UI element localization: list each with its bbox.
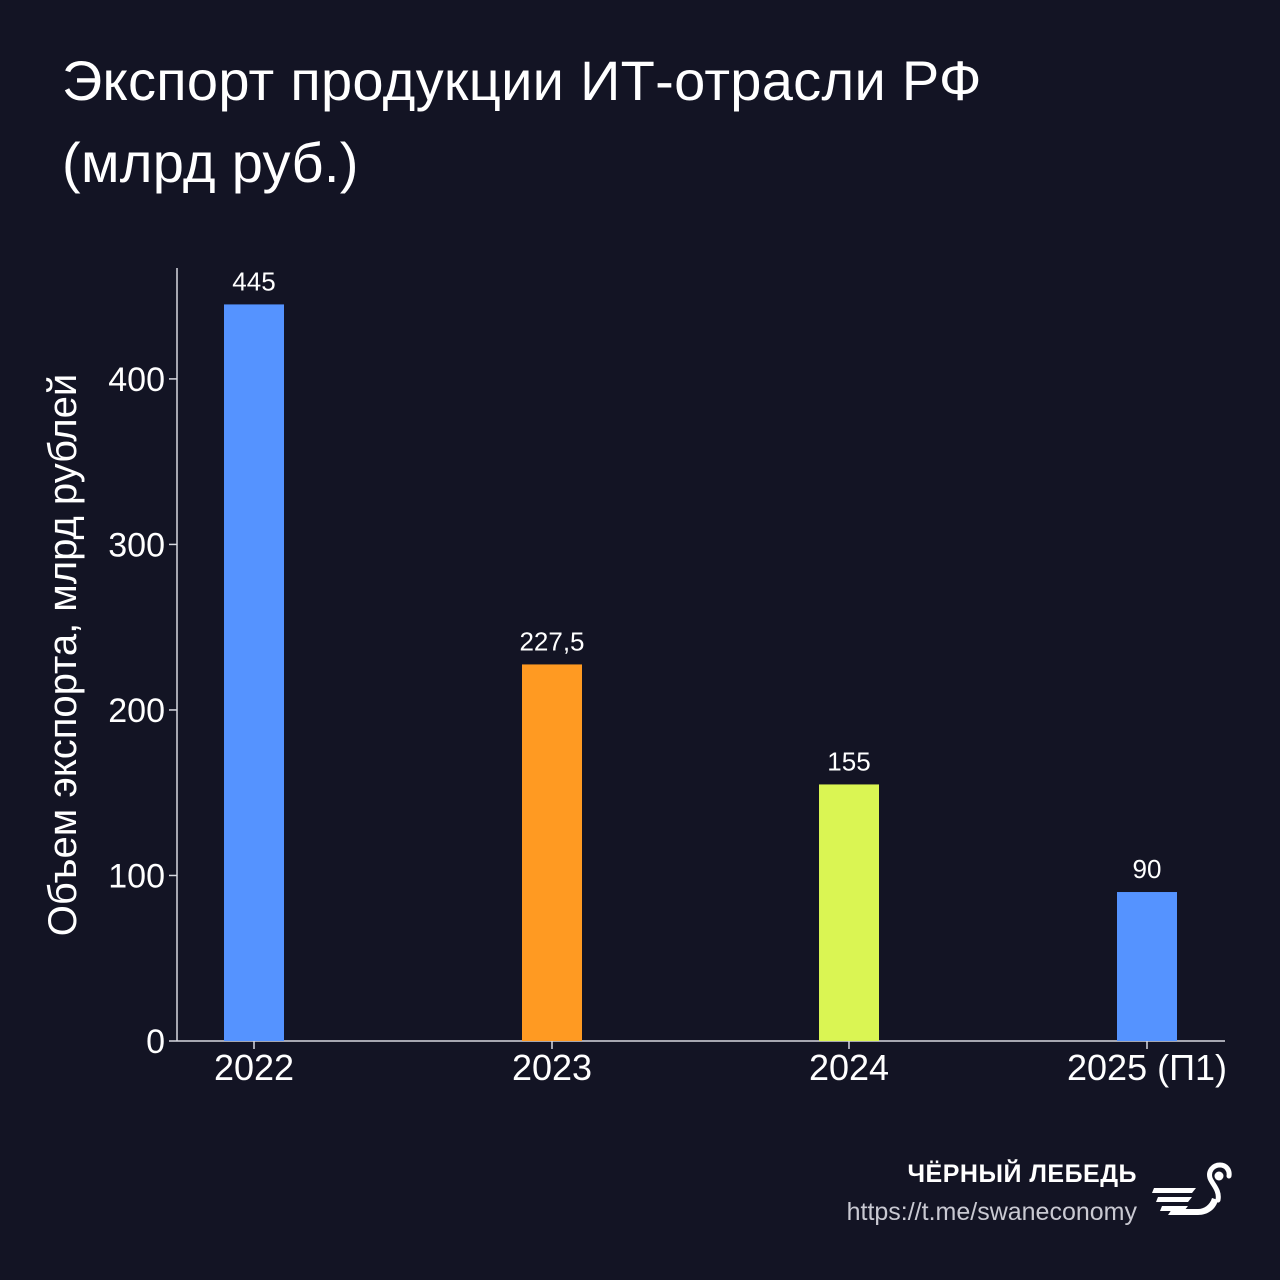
x-tick-label: 2022 [214,1047,294,1088]
y-tick-label: 100 [108,857,165,895]
y-tick-label: 400 [108,361,165,399]
x-tick-label: 2023 [512,1047,592,1088]
y-tick-label: 0 [146,1023,165,1061]
bar-value-label: 90 [1133,854,1162,884]
x-tick-label: 2025 (П1) [1067,1047,1227,1088]
x-tick-label: 2024 [809,1047,889,1088]
bar-value-label: 227,5 [519,626,584,656]
y-tick-label: 300 [108,526,165,564]
chart-title: Экспорт продукции ИТ-отрасли РФ (млрд ру… [62,40,1222,204]
chart-title-line-2: (млрд руб.) [62,131,359,194]
bar-value-label: 155 [827,746,870,776]
brand-name: ЧЁРНЫЙ ЛЕБЕДЬ [907,1160,1137,1188]
bar-2022 [224,304,284,1041]
bar-value-label: 445 [232,266,275,296]
bar-2024 [819,784,879,1041]
brand-url-link[interactable]: https://t.me/swaneconomy [846,1198,1137,1226]
bar-2025-1 [1117,892,1177,1041]
y-tick-label: 200 [108,692,165,730]
chart-title-line-1: Экспорт продукции ИТ-отрасли РФ [62,49,982,112]
swan-logo-icon [1152,1162,1232,1215]
y-axis-label: Объем экспорта, млрд рублей [41,374,85,936]
bar-2023 [522,664,582,1041]
